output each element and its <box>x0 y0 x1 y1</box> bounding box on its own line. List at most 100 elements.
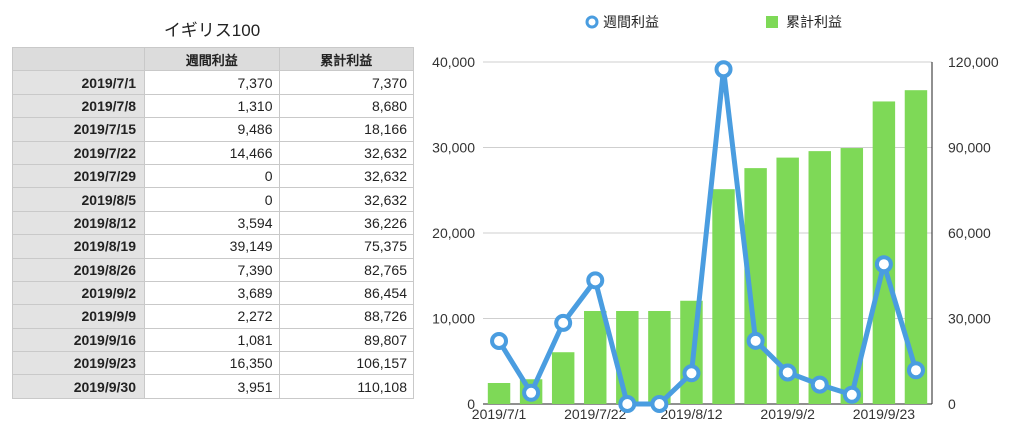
row-date: 2019/7/1 <box>12 70 145 95</box>
weekly-profit-cell: 7,390 <box>144 257 280 282</box>
line-point <box>682 364 701 383</box>
cumulative-profit-cell: 75,375 <box>278 234 414 259</box>
left-tick-label: 30,000 <box>432 140 475 156</box>
table-row: 2019/9/23 16,350 106,157 <box>12 351 414 376</box>
cumulative-profit-cell: 8,680 <box>278 93 414 119</box>
right-tick-label: 120,000 <box>948 54 999 70</box>
table-row: 2019/7/1 7,370 7,370 <box>12 70 414 95</box>
table-row: 2019/9/9 2,272 88,726 <box>12 304 414 329</box>
line-point <box>906 361 925 380</box>
weekly-profit-cell: 0 <box>144 163 280 189</box>
x-tick-label: 2019/9/23 <box>853 406 915 422</box>
line-point <box>522 383 541 402</box>
x-tick-label: 2019/8/12 <box>660 406 722 422</box>
cumulative-profit-cell: 32,632 <box>278 140 414 165</box>
x-tick-label: 2019/9/2 <box>760 406 815 422</box>
cumulative-profit-cell: 7,370 <box>278 70 414 95</box>
row-date: 2019/9/23 <box>12 351 145 376</box>
cumulative-profit-cell: 36,226 <box>278 210 414 236</box>
left-tick-label: 10,000 <box>432 311 475 327</box>
row-date: 2019/7/22 <box>12 140 145 165</box>
line-point <box>714 60 733 79</box>
line-point <box>618 395 637 413</box>
row-date: 2019/9/16 <box>12 327 145 353</box>
table-row: 2019/7/15 9,486 18,166 <box>12 117 414 142</box>
table-row: 2019/8/12 3,594 36,226 <box>12 210 414 236</box>
legend-label-cumulative: 累計利益 <box>786 14 842 30</box>
line-point <box>490 331 509 350</box>
header-corner <box>12 46 145 72</box>
weekly-profit-cell: 7,370 <box>144 70 280 95</box>
column-header: 週間利益 <box>144 46 280 72</box>
x-tick-label: 2019/7/22 <box>564 406 626 422</box>
legend-marker-cumulative <box>766 16 778 28</box>
bar <box>904 90 928 404</box>
weekly-profit-cell: 14,466 <box>144 140 280 165</box>
cumulative-profit-cell: 82,765 <box>278 257 414 282</box>
table-header-row: 週間利益 累計利益 <box>12 46 414 72</box>
weekly-profit-cell: 3,689 <box>144 280 280 306</box>
line-point <box>650 395 669 413</box>
right-tick-label: 30,000 <box>948 311 991 327</box>
bar <box>584 310 607 404</box>
left-tick-label: 0 <box>467 396 475 412</box>
line-point <box>842 385 861 404</box>
row-date: 2019/9/2 <box>12 280 145 306</box>
row-date: 2019/9/9 <box>12 304 145 329</box>
table-row: 2019/9/16 1,081 89,807 <box>12 327 414 353</box>
bar <box>840 148 864 404</box>
line-point <box>586 271 605 290</box>
table-row: 2019/7/22 14,466 32,632 <box>12 140 414 165</box>
table-row: 2019/9/30 3,951 110,108 <box>12 374 414 399</box>
cumulative-profit-cell: 110,108 <box>278 374 414 399</box>
row-date: 2019/8/26 <box>12 257 145 282</box>
table-row: 2019/7/29 0 32,632 <box>12 163 414 189</box>
table-row: 2019/8/26 7,390 82,765 <box>12 257 414 282</box>
table-row: 2019/8/19 39,149 75,375 <box>12 234 414 259</box>
row-date: 2019/7/8 <box>12 93 145 119</box>
cumulative-profit-cell: 32,632 <box>278 187 414 212</box>
bar <box>616 310 639 404</box>
weekly-profit-cell: 0 <box>144 187 280 212</box>
line-point <box>778 363 797 382</box>
row-date: 2019/7/15 <box>12 117 145 142</box>
right-tick-label: 0 <box>948 396 956 412</box>
table-title: イギリス100 <box>163 21 261 40</box>
table-body: 2019/7/1 7,370 7,370 2019/7/8 1,310 8,680 2019… <box>12 70 414 399</box>
bar <box>712 189 735 404</box>
row-date: 2019/7/29 <box>12 163 145 189</box>
row-date: 2019/8/12 <box>12 210 145 236</box>
row-date: 2019/9/30 <box>12 374 145 399</box>
cumulative-profit-cell: 32,632 <box>278 163 414 189</box>
legend-marker-weekly <box>585 15 599 29</box>
weekly-profit-cell: 2,272 <box>144 304 280 329</box>
weekly-profit-cell: 16,350 <box>144 351 280 376</box>
weekly-profit-cell: 1,081 <box>144 327 280 353</box>
row-date: 2019/8/19 <box>12 234 145 259</box>
cumulative-profit-cell: 88,726 <box>278 304 414 329</box>
legend-label-weekly: 週間利益 <box>603 14 659 30</box>
bar <box>808 151 831 404</box>
line-point <box>554 313 573 332</box>
cumulative-profit-cell: 86,454 <box>278 280 414 306</box>
weekly-profit-cell: 1,310 <box>144 93 280 119</box>
weekly-profit-cell: 9,486 <box>144 117 280 142</box>
bar <box>551 352 575 404</box>
line-point <box>746 331 765 350</box>
line-point <box>874 255 893 274</box>
row-date: 2019/8/5 <box>12 187 145 212</box>
weekly-profit-cell: 39,149 <box>144 234 280 259</box>
right-tick-label: 90,000 <box>948 140 991 156</box>
profit-table: 週間利益 累計利益 2019/7/1 7,370 7,370 2019/7/8 1,310… <box>12 46 414 399</box>
bar <box>872 101 896 405</box>
table-row: 2019/9/2 3,689 86,454 <box>12 280 414 306</box>
bar <box>487 382 511 404</box>
table-row: 2019/8/5 0 32,632 <box>12 187 414 212</box>
line-point <box>810 375 829 394</box>
cumulative-profit-cell: 18,166 <box>278 117 414 142</box>
table-row: 2019/7/8 1,310 8,680 <box>12 93 414 119</box>
weekly-profit-cell: 3,951 <box>144 374 280 399</box>
column-header: 累計利益 <box>278 46 414 72</box>
profit-chart: 0 10,000 20,000 30,000 40,000 0 30,000 60,000 90… <box>432 14 999 422</box>
left-tick-label: 40,000 <box>432 54 475 70</box>
